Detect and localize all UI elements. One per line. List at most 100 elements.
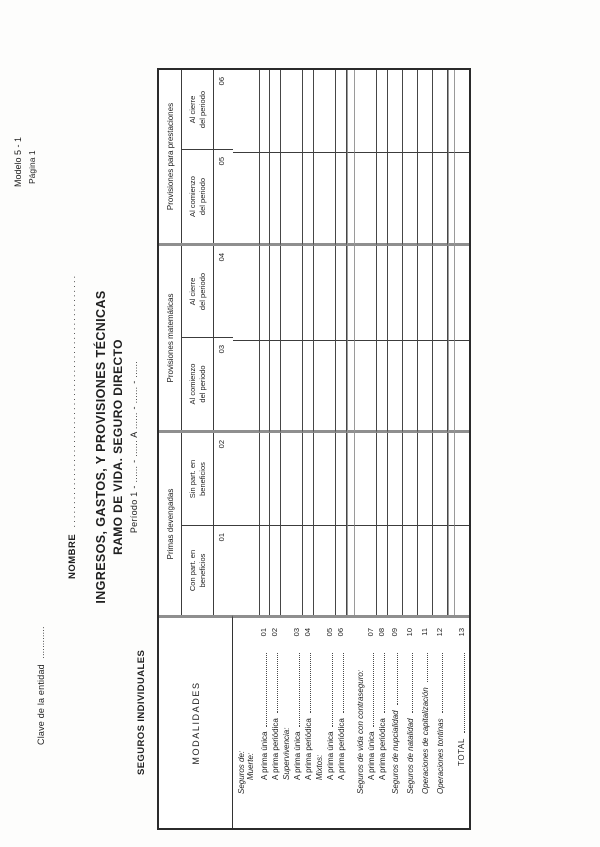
data-cell (433, 153, 448, 246)
data-cell (233, 526, 259, 615)
data-cell (259, 70, 270, 153)
data-cell (233, 153, 259, 246)
form-title: INGRESOS, GASTOS, Y PROVISIONES TÉCNICAS (94, 290, 108, 604)
data-cell (347, 341, 355, 433)
data-cell (403, 526, 418, 615)
column-group-primas-devengadas: Primas devengadas Con part. en beneficios… (159, 433, 233, 615)
data-cell (377, 70, 388, 153)
dotted-leader (331, 653, 333, 727)
data-cell (403, 246, 418, 341)
column-header-05: Al comienzo del periodo 05 (182, 150, 233, 243)
data-cell (433, 246, 448, 341)
data-cell (418, 70, 433, 153)
data-cell (433, 526, 448, 615)
data-cell (281, 433, 303, 526)
data-cell (347, 153, 355, 246)
data-cell (233, 433, 259, 526)
row-code: 09 (390, 628, 400, 637)
data-cell (303, 153, 314, 246)
data-cell (270, 70, 281, 153)
column-code: 01 (217, 533, 226, 542)
data-cell (433, 433, 448, 526)
row-subgroup-label: Mixtos: (315, 754, 324, 780)
data-cell (314, 153, 336, 246)
column-group-provisiones-matematicas: Provisiones matemáticas Al comienzo del p… (159, 246, 233, 433)
dotted-leader (411, 653, 414, 714)
data-cell (403, 153, 418, 246)
data-cell (281, 526, 303, 615)
data-cell (270, 341, 281, 433)
row-group-label: Seguros de: (236, 750, 246, 794)
column-code: 04 (217, 253, 226, 262)
row-code: 11 (420, 628, 430, 636)
page-number: Página 1 (27, 150, 37, 184)
table-row-03: Supervivencia: A prima única 03 (281, 70, 303, 828)
data-cell (303, 246, 314, 341)
data-cell (355, 70, 377, 153)
name-label: NOMBRE (67, 533, 78, 579)
data-cell (259, 341, 270, 433)
data-cell (233, 246, 259, 341)
form-title-block: INGRESOS, GASTOS, Y PROVISIONES TÉCNICAS… (94, 217, 139, 677)
data-cell (347, 526, 355, 615)
table-header: MODALIDADES Primas devengadas Con part. … (159, 70, 233, 828)
data-cell (388, 246, 403, 341)
data-cell (336, 526, 347, 615)
data-cell (314, 526, 336, 615)
data-cell (233, 70, 259, 153)
data-cell (303, 341, 314, 433)
row-code: 10 (405, 628, 415, 637)
row-subgroup-label: Muerte: (246, 752, 255, 780)
data-cell (448, 70, 455, 153)
data-cell (377, 341, 388, 433)
row-subgroup-label: Supervivencia: (282, 727, 291, 780)
data-cell (303, 70, 314, 153)
column-code: 03 (217, 345, 226, 354)
data-cell (388, 153, 403, 246)
data-cell (259, 433, 270, 526)
data-cell (418, 153, 433, 246)
row-code: 01 (259, 628, 269, 637)
row-code: 12 (435, 628, 445, 637)
data-cell (455, 70, 469, 153)
dotted-leader (309, 653, 312, 714)
group-label: Provisiones para prestaciones (159, 70, 182, 243)
data-cell (233, 341, 259, 433)
column-header-modalidades: MODALIDADES (159, 615, 233, 828)
data-cell (433, 341, 448, 433)
data-cell (303, 526, 314, 615)
data-cell (314, 246, 336, 341)
entity-key-dotted-line: ............ (36, 626, 46, 659)
data-cell (270, 526, 281, 615)
data-cell (403, 70, 418, 153)
data-cell (377, 153, 388, 246)
row-group-label: Seguros de vida con contraseguro: (356, 669, 365, 794)
table-row-06: A prima periódica 06 (336, 70, 347, 828)
data-cell (455, 341, 469, 433)
data-cell (281, 341, 303, 433)
data-cell (259, 246, 270, 341)
data-cell (418, 341, 433, 433)
dotted-leader (426, 653, 429, 683)
data-cell (270, 153, 281, 246)
data-cell (448, 153, 455, 246)
row-code: 07 (366, 628, 376, 637)
column-header-04: Al cierre del periodo 04 (182, 246, 233, 338)
dotted-leader (265, 653, 268, 727)
data-cell (336, 70, 347, 153)
data-cell (347, 246, 355, 341)
form-model-number: Modelo 5 - 1 (13, 136, 23, 187)
row-code: 06 (336, 628, 346, 637)
entity-key-label: Clave de la entidad (36, 664, 46, 745)
table-spacer-row (448, 70, 455, 828)
table-row-02: A prima periódica 02 (270, 70, 281, 828)
data-cell (455, 526, 469, 615)
data-cell (259, 153, 270, 246)
table-row-09: Seguros de nupcialidad 09 (388, 70, 403, 828)
dotted-leader (396, 653, 399, 706)
row-code: 04 (303, 628, 313, 637)
data-cell (303, 433, 314, 526)
data-cell (448, 526, 455, 615)
name-dotted-line: ........................................… (67, 273, 77, 528)
name-field: NOMBRE .................................… (67, 274, 78, 579)
